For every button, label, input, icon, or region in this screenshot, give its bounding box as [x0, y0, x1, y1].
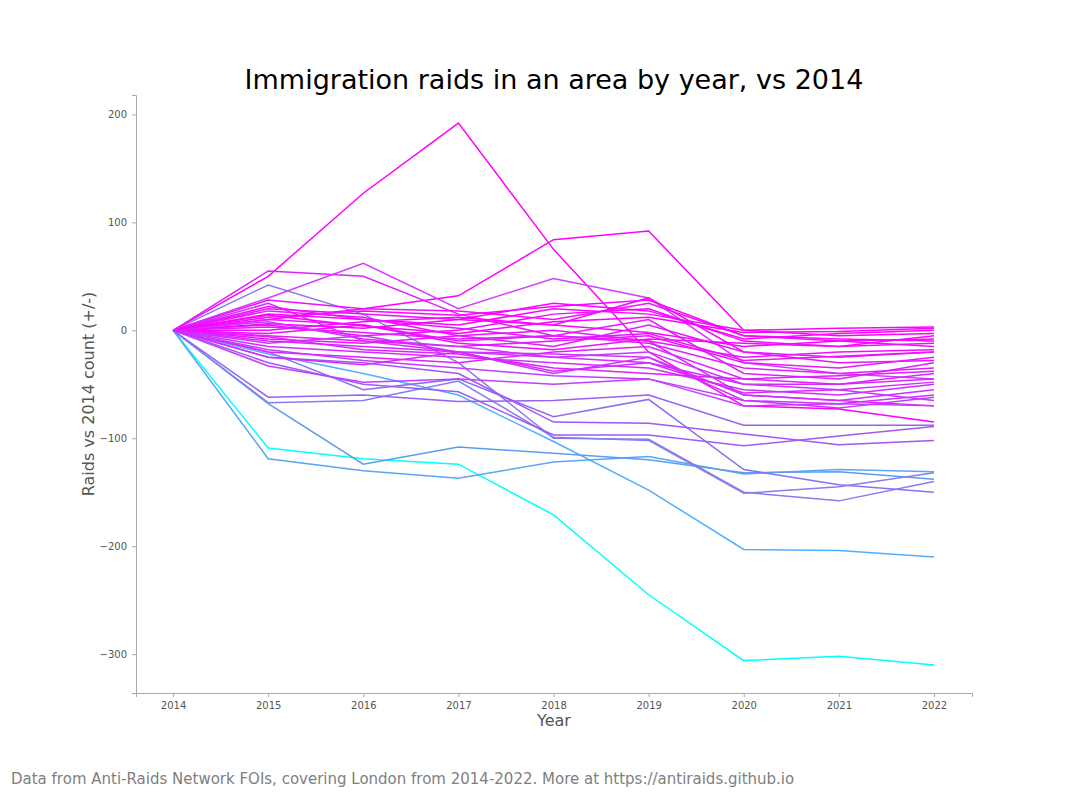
series-line: [173, 330, 934, 406]
series-line: [173, 307, 934, 361]
y-tick: −300: [100, 649, 136, 660]
series-line: [173, 330, 934, 403]
x-tick: 2020: [732, 693, 757, 711]
x-tick: 2016: [351, 693, 376, 711]
series-line: [173, 330, 934, 493]
x-tick-mark: [554, 693, 555, 697]
x-tick-label: 2016: [351, 700, 376, 711]
x-tick: 2021: [827, 693, 852, 711]
y-tick: 100: [108, 217, 136, 228]
title: Immigration raids in an area by year, vs…: [245, 64, 864, 95]
series-line: [173, 330, 934, 492]
y-tick-mark: [132, 654, 136, 655]
x-tick-label: 2014: [161, 700, 186, 711]
x-axis-title: Year: [536, 711, 571, 730]
x-tick-mark: [744, 693, 745, 697]
x-tick: 2018: [541, 693, 566, 711]
y-tick-mark: [132, 114, 136, 115]
x-tick-mark: [839, 693, 840, 697]
x-tick: 2014: [161, 693, 186, 711]
series-line: [173, 330, 934, 665]
x-tick-label: 2018: [541, 700, 566, 711]
x-tick-label: 2017: [446, 700, 471, 711]
y-tick-label: −300: [100, 649, 127, 660]
x-tick-label: 2019: [636, 700, 661, 711]
lines: [173, 123, 934, 665]
x-tick: 2017: [446, 693, 471, 711]
x-tick-mark: [934, 693, 935, 697]
x-tick: 2019: [636, 693, 661, 711]
x-tick: 2015: [256, 693, 281, 711]
y-tick-mark: [132, 438, 136, 439]
x-tick-mark: [649, 693, 650, 697]
series-line: [173, 123, 934, 422]
series-line: [173, 330, 934, 444]
series-line: [173, 285, 934, 501]
y-tick: 200: [108, 109, 136, 120]
y-tick-label: 200: [108, 109, 127, 120]
x-tick-mark: [173, 693, 174, 697]
x-tick-label: 2021: [827, 700, 852, 711]
y-tick-label: −100: [100, 433, 127, 444]
x-tick-mark: [268, 693, 269, 697]
y-tick-label: 0: [121, 325, 127, 336]
y-tick-label: 100: [108, 217, 127, 228]
y-tick-mark: [132, 546, 136, 547]
y-axis: −300 −200 −100 0 100 200: [100, 96, 137, 694]
y-axis-line: [132, 96, 137, 694]
y-tick-mark: [132, 330, 136, 331]
y-tick-label: −200: [100, 541, 127, 552]
x-axis: 2014 2015 2016 2017 2018 2019 2020 2021 2022: [137, 693, 973, 711]
x-tick-mark: [363, 693, 364, 697]
series-line: [173, 320, 934, 379]
y-tick: −200: [100, 541, 136, 552]
series-line: [173, 300, 934, 341]
series-line: [173, 330, 934, 478]
chart: Immigration raids in an area by year, vs…: [0, 0, 1080, 792]
series-line: [173, 322, 934, 401]
series-line: [173, 325, 934, 350]
x-tick-label: 2022: [922, 700, 947, 711]
x-tick-label: 2015: [256, 700, 281, 711]
series-line: [173, 330, 934, 395]
caption: Data from Anti-Raids Network FOIs, cover…: [11, 770, 794, 788]
y-axis-title: Raids vs 2014 count (+/-): [79, 292, 98, 497]
y-tick-mark: [132, 222, 136, 223]
series-line: [173, 330, 934, 479]
x-tick-label: 2020: [732, 700, 757, 711]
y-tick: 0: [121, 325, 136, 336]
x-tick-mark: [458, 693, 459, 697]
y-tick: −100: [100, 433, 136, 444]
series-line: [173, 330, 934, 393]
series-line: [173, 311, 934, 363]
x-axis-line: [137, 694, 973, 698]
series-line: [173, 330, 934, 557]
series-line: [173, 263, 934, 378]
x-tick: 2022: [922, 693, 947, 711]
series-line: [173, 315, 934, 333]
